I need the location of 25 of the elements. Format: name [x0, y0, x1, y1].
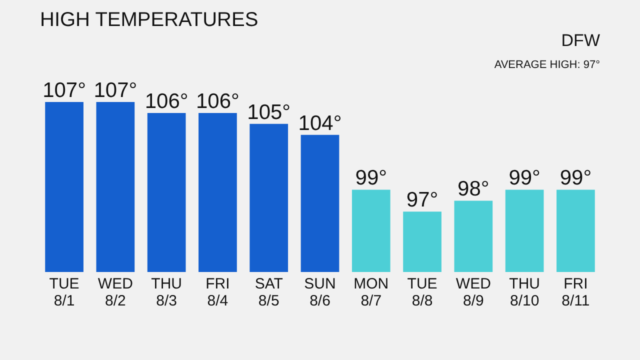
data-label: 99°	[355, 166, 388, 190]
data-label: 106°	[144, 90, 188, 113]
text: DFW	[561, 31, 600, 50]
x-tick-label: SUN 8/6	[304, 276, 336, 310]
x-tick-label: THU 8/10	[509, 276, 540, 310]
data-label: 104°	[298, 112, 342, 135]
x-tick-label: MON 8/7	[354, 276, 389, 310]
x-tick-label: FRI 8/11	[562, 276, 590, 310]
x-tick-label: THU 8/3	[151, 276, 182, 310]
data-label: 99°	[508, 166, 540, 190]
x-tick-label: SAT 8/5	[254, 276, 283, 310]
chart-title: HIGH TEMPERATURES	[40, 9, 258, 31]
x-tick-label: TUE 8/1	[49, 276, 80, 310]
x-tick-label: WED 8/9	[456, 276, 492, 310]
data-label: 107°	[94, 79, 138, 102]
data-label: 98°	[458, 178, 490, 201]
data-label: 107°	[42, 79, 86, 102]
x-tick-label: WED 8/2	[98, 276, 134, 310]
data-label: 105°	[247, 100, 291, 124]
x-tick-label: TUE 8/8	[407, 276, 438, 310]
text: AVERAGE HIGH: 97°	[494, 59, 600, 71]
data-label: 97°	[406, 188, 438, 212]
data-label: 99°	[560, 166, 592, 190]
x-tick-label: FRI 8/4	[206, 276, 230, 310]
data-label: 106°	[196, 90, 240, 113]
